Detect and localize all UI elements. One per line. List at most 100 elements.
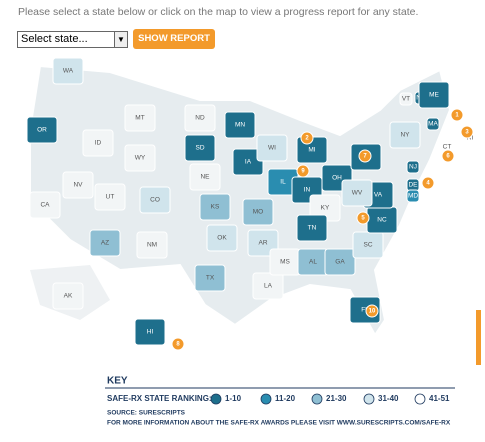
state-label: MN: [235, 122, 245, 129]
state-region[interactable]: [184, 134, 216, 162]
instruction: Please select a state below or click on …: [18, 6, 419, 18]
state-label: ME: [429, 92, 439, 99]
state-label: ND: [195, 115, 205, 122]
key-swatch: [363, 393, 375, 405]
state-region[interactable]: [94, 183, 126, 211]
rank-badge-label: 1: [455, 113, 459, 119]
key-swatch: [210, 393, 222, 405]
key-swatch: [311, 393, 323, 405]
select-arrow[interactable]: ▼: [114, 32, 127, 47]
state-label: MS: [280, 259, 290, 266]
state-region[interactable]: [136, 231, 168, 259]
rank-badge: [296, 164, 310, 178]
rank-badge: [450, 108, 464, 122]
ranking-label: SAFE-RX STATE RANKING:: [107, 394, 212, 403]
state-label: OR: [37, 127, 47, 134]
state-region[interactable]: [206, 224, 238, 252]
state-label: CA: [40, 202, 50, 209]
state-label: RI: [467, 135, 474, 142]
state-region[interactable]: [399, 92, 413, 106]
rank-badge: [171, 337, 185, 351]
state-region[interactable]: [134, 318, 166, 346]
state-region[interactable]: [426, 117, 440, 131]
key-label: 1-10: [225, 394, 242, 403]
show-report-button[interactable]: SHOW REPORT: [133, 29, 215, 49]
state-label: CO: [150, 197, 160, 204]
key-title: KEY: [107, 376, 128, 387]
state-region[interactable]: [29, 191, 61, 219]
state-label: DE: [408, 182, 418, 189]
state-label: WA: [63, 68, 74, 75]
state-label: UT: [106, 194, 115, 201]
state-label: NV: [73, 182, 83, 189]
state-region[interactable]: [124, 144, 156, 172]
rank-badge: [460, 125, 474, 139]
state-label: VA: [374, 192, 383, 199]
state-region[interactable]: [256, 134, 288, 162]
state-region[interactable]: [189, 163, 221, 191]
state-region[interactable]: [52, 57, 84, 85]
state-region[interactable]: [184, 104, 216, 132]
state-label: KS: [211, 204, 220, 211]
state-region[interactable]: [89, 229, 121, 257]
state-label: WY: [135, 155, 146, 162]
state-region[interactable]: [324, 248, 356, 276]
state-label: KY: [321, 205, 330, 212]
rank-badge-label: 7: [363, 154, 367, 160]
state-region[interactable]: [82, 129, 114, 157]
rank-badge: [441, 149, 455, 163]
side-bar: [476, 310, 481, 365]
key-swatch: [260, 393, 272, 405]
state-label: MD: [408, 193, 418, 200]
state-region[interactable]: [62, 171, 94, 199]
state-label: MA: [428, 121, 438, 128]
state-label: AR: [258, 240, 267, 247]
rank-badge-label: 4: [426, 181, 430, 187]
state-label: CT: [443, 144, 452, 151]
state-label: SD: [195, 145, 204, 152]
state-region[interactable]: [232, 148, 264, 176]
key-label: 41-51: [429, 394, 450, 403]
state-region[interactable]: [296, 214, 328, 242]
state-label: WI: [268, 145, 276, 152]
source: SOURCE: SURESCRIPTS: [107, 410, 186, 417]
state-label: IL: [280, 179, 286, 186]
state-label: MT: [135, 115, 144, 122]
state-label: IN: [304, 187, 311, 194]
state-label: ID: [95, 140, 102, 147]
rank-badge-label: 3: [465, 130, 469, 136]
rank-badge-label: 2: [305, 136, 309, 142]
state-region[interactable]: [199, 193, 231, 221]
state-region[interactable]: [52, 282, 84, 310]
state-label: AL: [309, 259, 317, 266]
state-label: TN: [308, 225, 317, 232]
key-label: 21-30: [326, 394, 347, 403]
state-region[interactable]: [406, 189, 420, 203]
state-region[interactable]: [252, 272, 284, 300]
state-label: HI: [147, 329, 154, 336]
rank-badge-label: 5: [361, 216, 365, 222]
state-region[interactable]: [26, 116, 58, 144]
state-region[interactable]: [341, 179, 373, 207]
state-region[interactable]: [389, 121, 421, 149]
state-region[interactable]: [124, 104, 156, 132]
state-label: NC: [377, 217, 387, 224]
rank-badge: [358, 149, 372, 163]
state-select[interactable]: Select state... ▼: [17, 31, 128, 48]
state-region[interactable]: [242, 198, 274, 226]
rank-badge: [421, 176, 435, 190]
key-label: 31-40: [378, 394, 399, 403]
rank-badge: [300, 131, 314, 145]
state-region[interactable]: [418, 81, 450, 109]
rank-badge: [356, 211, 370, 225]
state-region[interactable]: [406, 160, 420, 174]
state-region[interactable]: [194, 264, 226, 292]
state-label: GA: [335, 259, 345, 266]
rank-badge-label: 9: [301, 169, 305, 175]
state-region[interactable]: [139, 186, 171, 214]
more-info: FOR MORE INFORMATION ABOUT THE SAFE-RX A…: [107, 420, 451, 427]
state-label: NJ: [409, 164, 417, 171]
state-region[interactable]: [224, 111, 256, 139]
